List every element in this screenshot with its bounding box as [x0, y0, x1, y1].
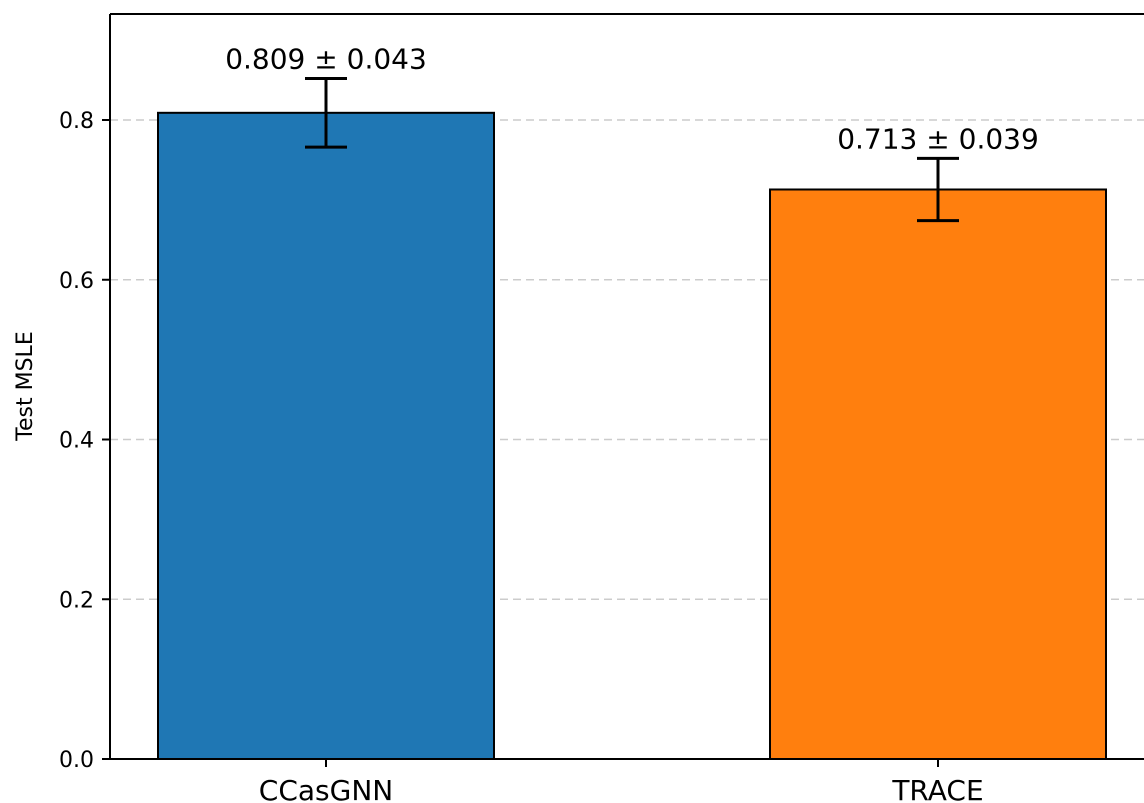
- y-tick-label: 0.8: [59, 109, 94, 134]
- x-tick-label: CCasGNN: [259, 774, 393, 803]
- x-tick-label: TRACE: [891, 774, 983, 803]
- y-ticks: 0.0 0.2 0.4 0.6 0.8: [59, 109, 110, 773]
- bar-ccasgnn: [157, 111, 495, 760]
- data-label: 0.809 ± 0.043: [225, 42, 427, 75]
- y-tick-label: 0.4: [59, 429, 94, 454]
- data-label: 0.713 ± 0.039: [837, 122, 1039, 155]
- y-tick-label: 0.0: [59, 748, 94, 773]
- bar-trace: [769, 188, 1107, 760]
- bars: [157, 111, 1107, 760]
- data-labels: 0.809 ± 0.043 0.713 ± 0.039: [225, 42, 1039, 155]
- y-axis-label: Test MSLE: [13, 331, 38, 441]
- x-ticks: CCasGNN TRACE: [259, 759, 984, 803]
- y-tick-label: 0.2: [59, 588, 94, 613]
- error-bars: [305, 76, 959, 223]
- y-tick-label: 0.6: [59, 269, 94, 294]
